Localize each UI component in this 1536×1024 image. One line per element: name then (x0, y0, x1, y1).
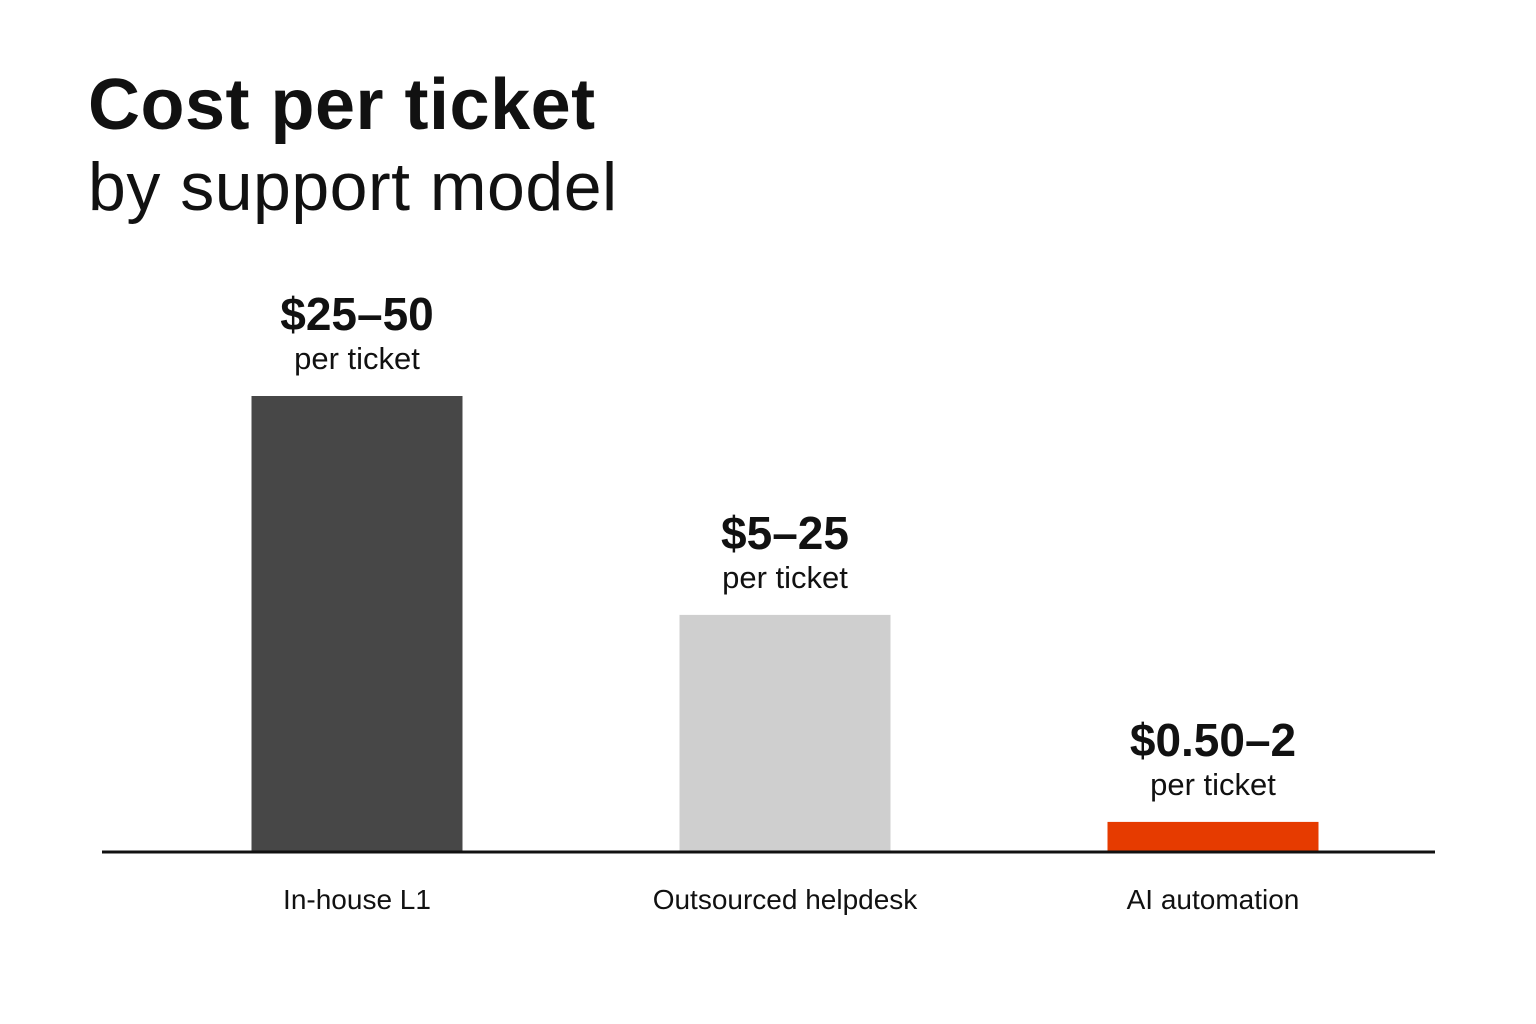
bar-value-label: $5–25 (721, 507, 849, 559)
chart-title: Cost per ticket (88, 65, 596, 145)
category-label: Outsourced helpdesk (653, 884, 919, 915)
bar-value-label: $25–50 (280, 288, 434, 340)
bar-1 (679, 614, 891, 852)
bar-0 (251, 396, 463, 852)
category-label: In-house L1 (283, 884, 431, 915)
category-label: AI automation (1127, 884, 1300, 915)
bar-unit-label: per ticket (1150, 767, 1276, 802)
bar-unit-label: per ticket (722, 560, 848, 595)
chart-subtitle: by support model (88, 149, 618, 225)
bar-2 (1107, 821, 1319, 852)
bar-value-label: $0.50–2 (1130, 714, 1296, 766)
bar-unit-label: per ticket (294, 341, 420, 376)
